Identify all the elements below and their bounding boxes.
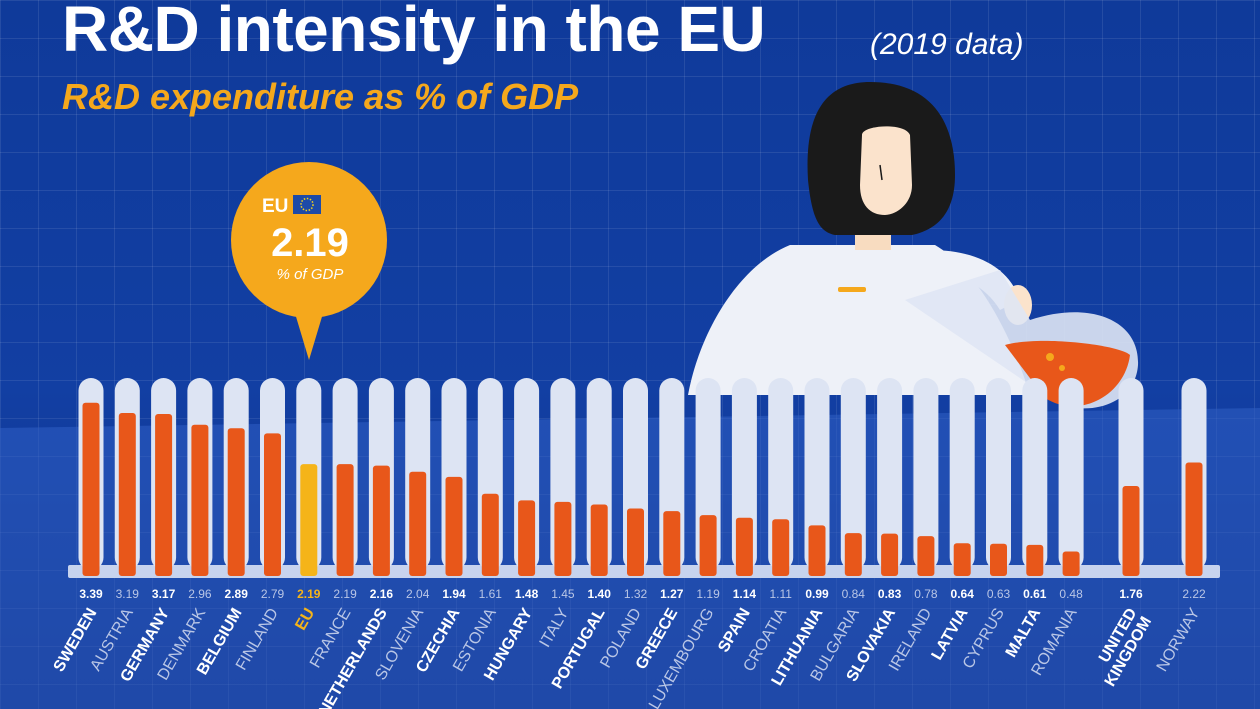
value-label-germany: 3.17 bbox=[152, 587, 176, 601]
value-label-estonia: 1.61 bbox=[479, 587, 503, 601]
eu-flag-icon bbox=[293, 195, 321, 214]
bar-bulgaria bbox=[844, 533, 862, 576]
bars-layer bbox=[78, 378, 1207, 576]
bar-netherlands bbox=[372, 465, 390, 576]
value-label-eu: 2.19 bbox=[297, 587, 321, 601]
value-label-finland: 2.79 bbox=[261, 587, 285, 601]
tube-lithuania bbox=[804, 378, 830, 570]
value-label-denmark: 2.96 bbox=[188, 587, 212, 601]
page-title: R&D intensity in the EU bbox=[62, 0, 766, 65]
value-label-netherlands: 2.16 bbox=[370, 587, 394, 601]
bar-austria bbox=[118, 412, 136, 576]
value-label-austria: 3.19 bbox=[116, 587, 140, 601]
bar-germany bbox=[155, 413, 173, 576]
bar-malta bbox=[1026, 544, 1044, 576]
bar-slovenia bbox=[409, 471, 427, 576]
value-label-czechia: 1.94 bbox=[442, 587, 466, 601]
bar-spain bbox=[735, 517, 753, 576]
bar-greece bbox=[663, 511, 681, 576]
bar-estonia bbox=[481, 493, 499, 576]
tube-ireland bbox=[913, 378, 939, 570]
flask-icon bbox=[905, 270, 1139, 409]
tube-malta bbox=[1022, 378, 1048, 570]
value-label-belgium: 2.89 bbox=[225, 587, 249, 601]
bar-belgium bbox=[227, 428, 245, 576]
value-label-spain: 1.14 bbox=[733, 587, 757, 601]
value-label-united-kingdom: 1.76 bbox=[1119, 587, 1143, 601]
value-label-sweden: 3.39 bbox=[79, 587, 103, 601]
title-note: (2019 data) bbox=[870, 28, 1024, 61]
callout-label: EU bbox=[262, 196, 288, 217]
value-label-ireland: 0.78 bbox=[914, 587, 938, 601]
bar-norway bbox=[1185, 462, 1203, 576]
tube-romania bbox=[1058, 378, 1084, 570]
tube-cyprus bbox=[986, 378, 1011, 570]
bar-luxembourg bbox=[699, 515, 717, 576]
bar-italy bbox=[554, 501, 572, 576]
tube-latvia bbox=[949, 378, 975, 570]
value-label-portugal: 1.40 bbox=[588, 587, 612, 601]
value-label-croatia: 1.11 bbox=[769, 587, 792, 601]
value-label-lithuania: 0.99 bbox=[805, 587, 829, 601]
tube-bulgaria bbox=[840, 378, 866, 570]
value-label-poland: 1.32 bbox=[624, 587, 648, 601]
value-label-malta: 0.61 bbox=[1023, 587, 1047, 601]
tube-slovakia bbox=[877, 378, 903, 570]
subtitle: R&D expenditure as % of GDP bbox=[62, 76, 579, 117]
value-label-greece: 1.27 bbox=[660, 587, 684, 601]
bar-ireland bbox=[917, 536, 935, 576]
bar-poland bbox=[627, 508, 644, 576]
bar-hungary bbox=[518, 500, 536, 576]
bar-cyprus bbox=[990, 543, 1007, 576]
bar-denmark bbox=[191, 424, 209, 576]
value-label-slovenia: 2.04 bbox=[406, 587, 430, 601]
bar-romania bbox=[1062, 551, 1080, 576]
value-label-romania: 0.48 bbox=[1059, 587, 1083, 601]
callout-value: 2.19 bbox=[271, 221, 349, 265]
bar-slovakia bbox=[881, 533, 899, 576]
bar-croatia bbox=[772, 519, 790, 576]
bar-czechia bbox=[445, 476, 463, 576]
value-label-bulgaria: 0.84 bbox=[842, 587, 866, 601]
value-label-france: 2.19 bbox=[333, 587, 357, 601]
eu-callout: EU 2.19 % of GDP bbox=[231, 162, 387, 360]
value-label-norway: 2.22 bbox=[1182, 587, 1206, 601]
bar-lithuania bbox=[808, 525, 826, 576]
value-label-luxembourg: 1.19 bbox=[696, 587, 720, 601]
value-label-italy: 1.45 bbox=[551, 587, 575, 601]
callout-unit: % of GDP bbox=[277, 266, 344, 283]
bar-portugal bbox=[590, 504, 608, 576]
bar-eu bbox=[300, 464, 318, 576]
value-label-cyprus: 0.63 bbox=[987, 587, 1011, 601]
value-labels-layer: 3.39 3.19 3.17 2.96 2.89 2.79 2.19 2.19 2.16 2.04… bbox=[79, 587, 1206, 601]
bar-finland bbox=[264, 433, 281, 576]
value-label-slovakia: 0.83 bbox=[878, 587, 902, 601]
bar-united-kingdom bbox=[1122, 486, 1140, 576]
bar-sweden bbox=[82, 402, 100, 576]
value-label-latvia: 0.64 bbox=[951, 587, 975, 601]
bar-france bbox=[336, 464, 354, 576]
bar-latvia bbox=[953, 543, 971, 576]
value-label-hungary: 1.48 bbox=[515, 587, 539, 601]
